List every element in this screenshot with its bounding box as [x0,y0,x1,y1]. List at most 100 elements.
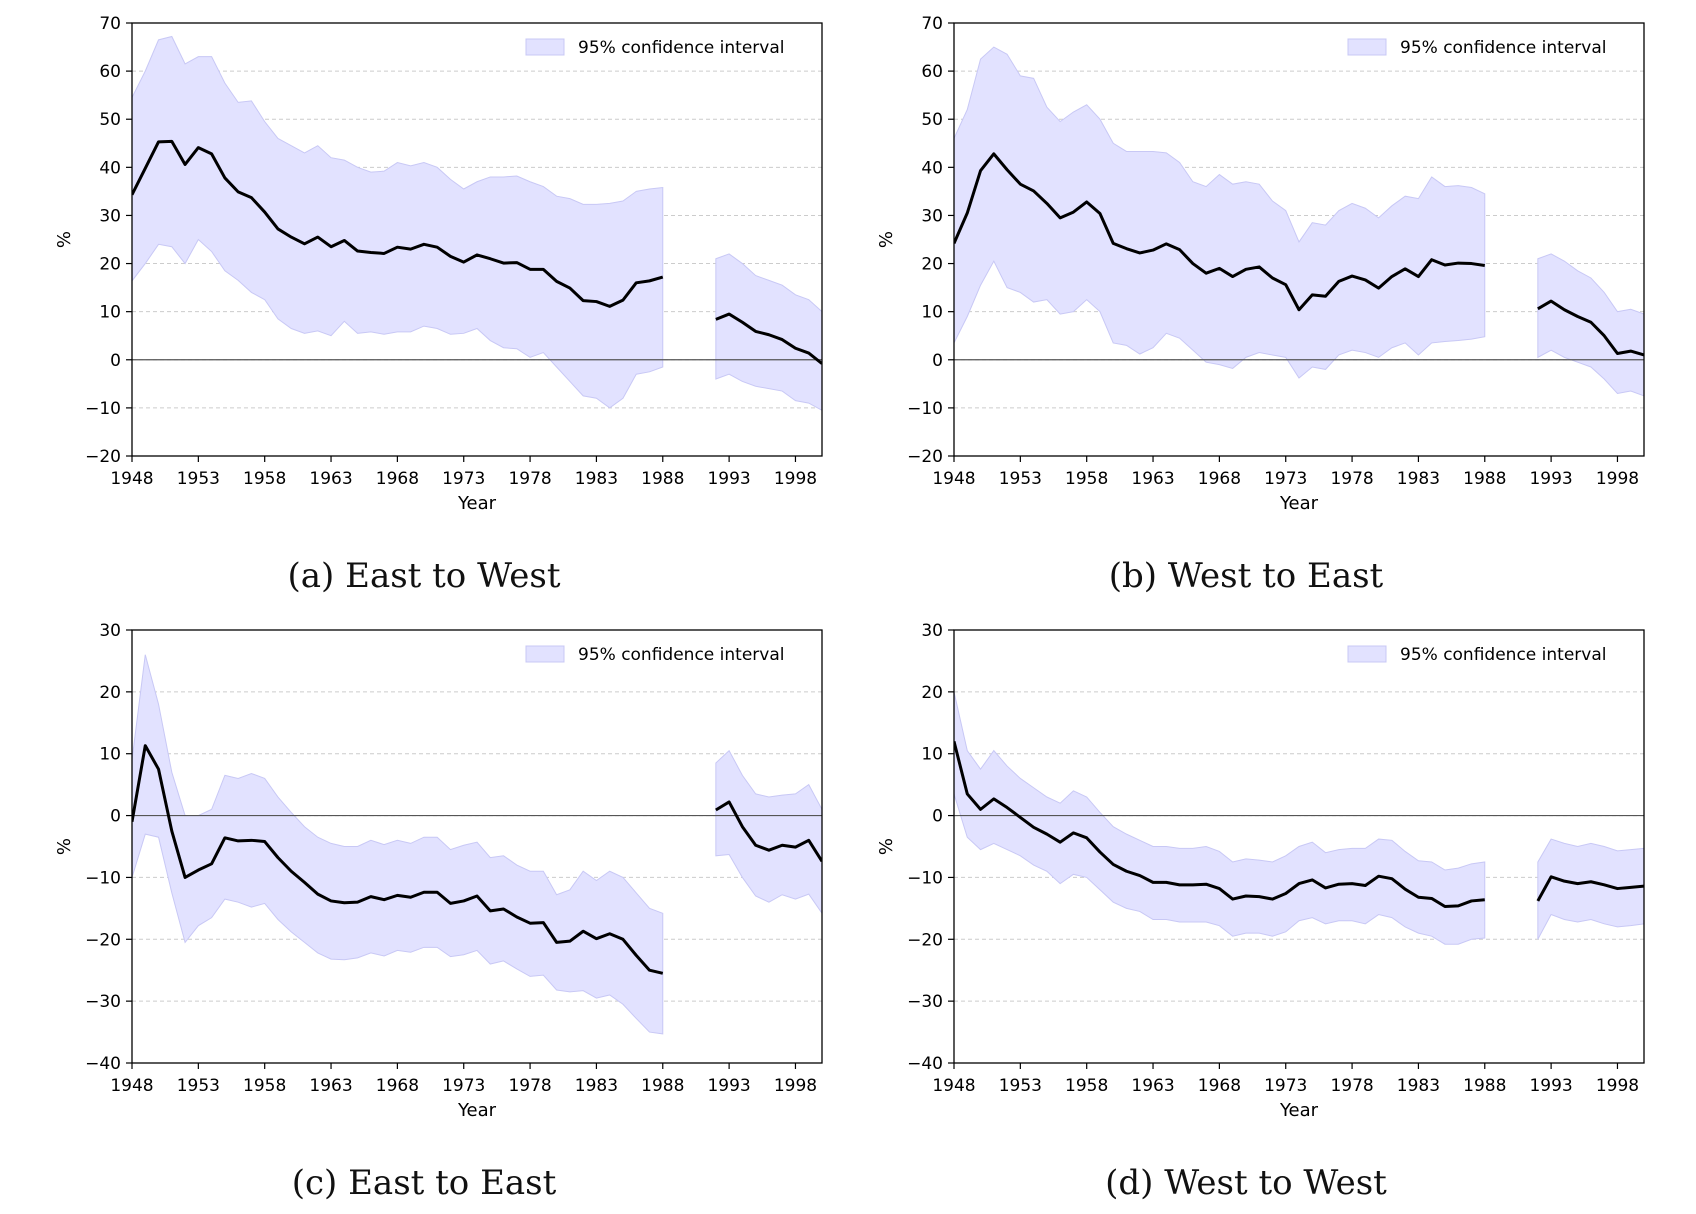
chart-panel-a: −20 −10 0 10 20 30 40 50 60 70 1948 1953 1958 1963 196… [0,0,848,607]
y-tick-label: 20 [99,683,121,703]
x-tick-label: 1998 [1596,1076,1639,1096]
x-tick-label: 1993 [1529,469,1572,489]
y-tick-label: −20 [907,447,943,467]
y-tick-label: 50 [921,110,943,130]
chart-panel-d: −40 −30 −20 −10 0 10 20 30 1948 1953 1958 1963 1968 1… [822,607,1670,1214]
axes-frame [131,629,823,1064]
x-tick-label: 1968 [376,469,419,489]
y-tick-label: 0 [110,807,121,827]
x-axis-label: Year [1279,493,1319,514]
x-tick-label: 1988 [1463,469,1506,489]
confidence-band-segment-2 [1537,838,1644,940]
estimate-line-segment-1 [132,139,664,308]
chart-d-svg: −40 −30 −20 −10 0 10 20 30 1948 1953 1958 1963 1968 1… [876,621,1645,1121]
y-tick-label: −10 [85,868,121,888]
plot-area [954,691,1644,945]
y-tick-label: 70 [99,14,121,34]
x-tick-label: 1978 [1330,1076,1373,1096]
y-tick-label: 70 [921,14,943,34]
x-tick-label: 1953 [999,469,1042,489]
x-tick-label: 1963 [309,469,352,489]
plot-area [954,46,1644,397]
legend-label: 95% confidence interval [1400,645,1606,665]
plot-area [132,654,822,1035]
y-axis-label: % [876,231,897,248]
y-tick-label: 0 [932,351,943,371]
y-tick-label: 30 [921,621,943,641]
estimate-line-segment-1 [954,152,1485,312]
y-tick-label: 30 [921,206,943,226]
y-tick-label: −40 [85,1054,121,1074]
x-tick-label: 1993 [707,469,750,489]
estimate-line-segment-1 [954,740,1485,909]
y-tick-label: 30 [99,621,121,641]
y-tick-label: 10 [99,303,121,323]
x-tick-label: 1993 [707,1076,750,1096]
x-tick-label: 1973 [442,1076,485,1096]
caption-b: (b) West to East [1108,556,1384,596]
x-tick-label: 1998 [1596,469,1639,489]
y-tick-label: −30 [907,992,943,1012]
x-tick-label: 1973 [442,469,485,489]
x-tick-label: 1988 [1463,1076,1506,1096]
x-tick-label: 1968 [376,1076,419,1096]
y-tick-label: 20 [99,255,121,275]
x-axis-label: Year [457,493,497,514]
legend-label: 95% confidence interval [1400,38,1606,58]
x-tick-label: 1983 [575,469,618,489]
estimate-line-segment-2 [1536,875,1644,902]
axes-frame [953,629,1645,1064]
y-tick-label: 60 [99,62,121,82]
y-tick-label: −40 [907,1054,943,1074]
x-tick-label: 1968 [1198,469,1241,489]
x-tick-label: 1978 [508,469,551,489]
y-axis-label: % [876,838,897,855]
x-tick-label: 1968 [1198,1076,1241,1096]
y-tick-label: 60 [921,62,943,82]
x-tick-label: 1953 [177,469,220,489]
legend-swatch [525,38,565,56]
x-tick-label: 1978 [1330,469,1373,489]
chart-b-svg: −20 −10 0 10 20 30 40 50 60 70 1948 1953 1958 1963 196… [876,14,1645,514]
x-tick-label: 1958 [1065,1076,1108,1096]
y-axis-label: % [54,231,75,248]
x-tick-label: 1958 [243,469,286,489]
caption-c: (c) East to East [291,1163,557,1203]
y-tick-label: −30 [85,992,121,1012]
x-tick-label: 1988 [641,469,684,489]
legend-label: 95% confidence interval [578,38,784,58]
chart-a-svg: −20 −10 0 10 20 30 40 50 60 70 1948 1953 1958 1963 196… [54,14,823,514]
x-tick-label: 1993 [1529,1076,1572,1096]
x-tick-label: 1998 [774,469,817,489]
x-tick-label: 1948 [932,1076,975,1096]
axes-frame [953,22,1645,457]
x-tick-label: 1958 [243,1076,286,1096]
y-tick-label: 40 [921,158,943,178]
x-tick-label: 1958 [1065,469,1108,489]
confidence-band-segment-1 [132,654,664,1035]
x-tick-label: 1953 [177,1076,220,1096]
x-tick-label: 1953 [999,1076,1042,1096]
legend-label: 95% confidence interval [578,645,784,665]
x-tick-label: 1988 [641,1076,684,1096]
confidence-band-segment-2 [1537,253,1644,397]
chart-panel-c: −40 −30 −20 −10 0 10 20 30 1948 1953 1958 1963 1968 1… [0,607,848,1214]
y-tick-label: 30 [99,206,121,226]
y-tick-label: −20 [907,930,943,950]
x-tick-label: 1983 [1397,469,1440,489]
y-tick-label: 20 [921,255,943,275]
y-tick-label: −20 [85,930,121,950]
x-tick-label: 1963 [1131,1076,1174,1096]
y-axis-label: % [54,838,75,855]
confidence-band-segment-1 [954,691,1486,945]
y-tick-label: −10 [907,399,943,419]
confidence-band-segment-2 [715,253,822,411]
x-tick-label: 1948 [110,1076,153,1096]
x-tick-label: 1948 [932,469,975,489]
x-tick-label: 1963 [1131,469,1174,489]
x-axis-label: Year [457,1100,497,1121]
y-tick-label: 0 [110,351,121,371]
caption-d: (d) West to West [1105,1163,1387,1203]
estimate-line-segment-2 [715,312,822,365]
